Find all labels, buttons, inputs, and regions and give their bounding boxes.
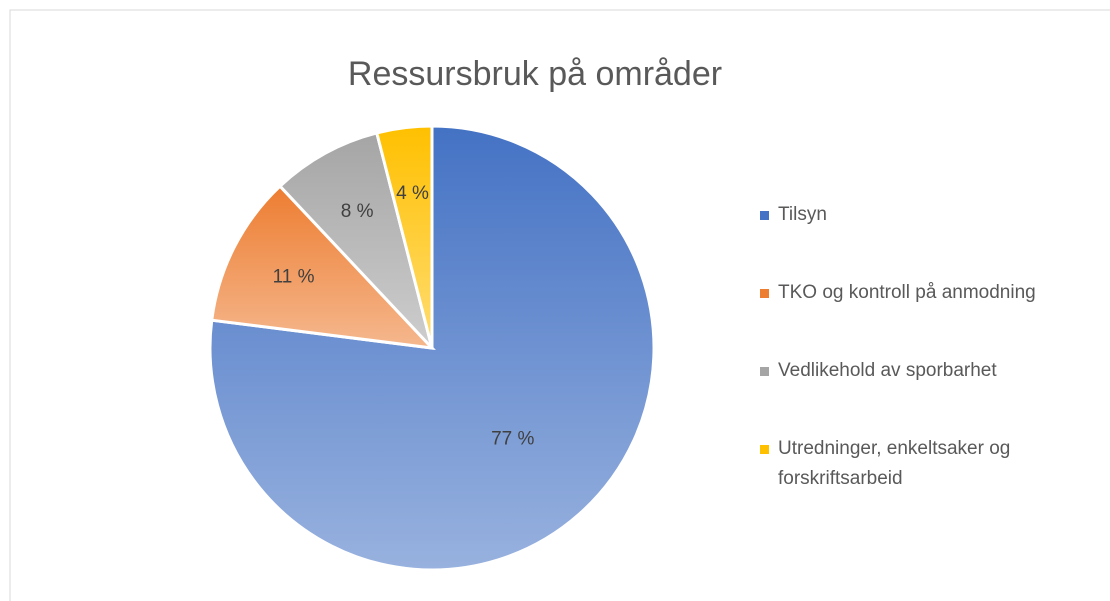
data-label: 77 %	[491, 429, 534, 450]
legend-swatch	[760, 367, 769, 376]
legend-label: Vedlikehold av sporbarhet	[778, 360, 997, 381]
legend-swatch	[760, 289, 769, 298]
data-label: 4 %	[396, 183, 429, 204]
chart-title: Ressursbruk på områder	[348, 55, 722, 93]
pie-slice	[374, 124, 434, 349]
legend-item: Tilsyn	[760, 200, 1100, 278]
legend-item: TKO og kontroll på anmodning	[760, 278, 1100, 356]
legend-swatch	[760, 445, 769, 454]
legend-item: Utredninger, enkeltsaker og forskriftsar…	[760, 434, 1100, 512]
data-label: 8 %	[341, 201, 374, 222]
legend-label: Tilsyn	[778, 204, 827, 225]
pie-slice	[277, 131, 434, 350]
data-label: 11 %	[273, 266, 315, 287]
legend-swatch	[760, 211, 769, 220]
pie-slice	[210, 184, 436, 351]
legend-label: Utredninger, enkeltsaker og forskriftsar…	[778, 438, 1011, 489]
legend: Tilsyn TKO og kontroll på anmodning Vedlik…	[760, 200, 1100, 512]
legend-label: TKO og kontroll på anmodning	[778, 282, 1036, 303]
legend-item: Vedlikehold av sporbarhet	[760, 356, 1100, 434]
